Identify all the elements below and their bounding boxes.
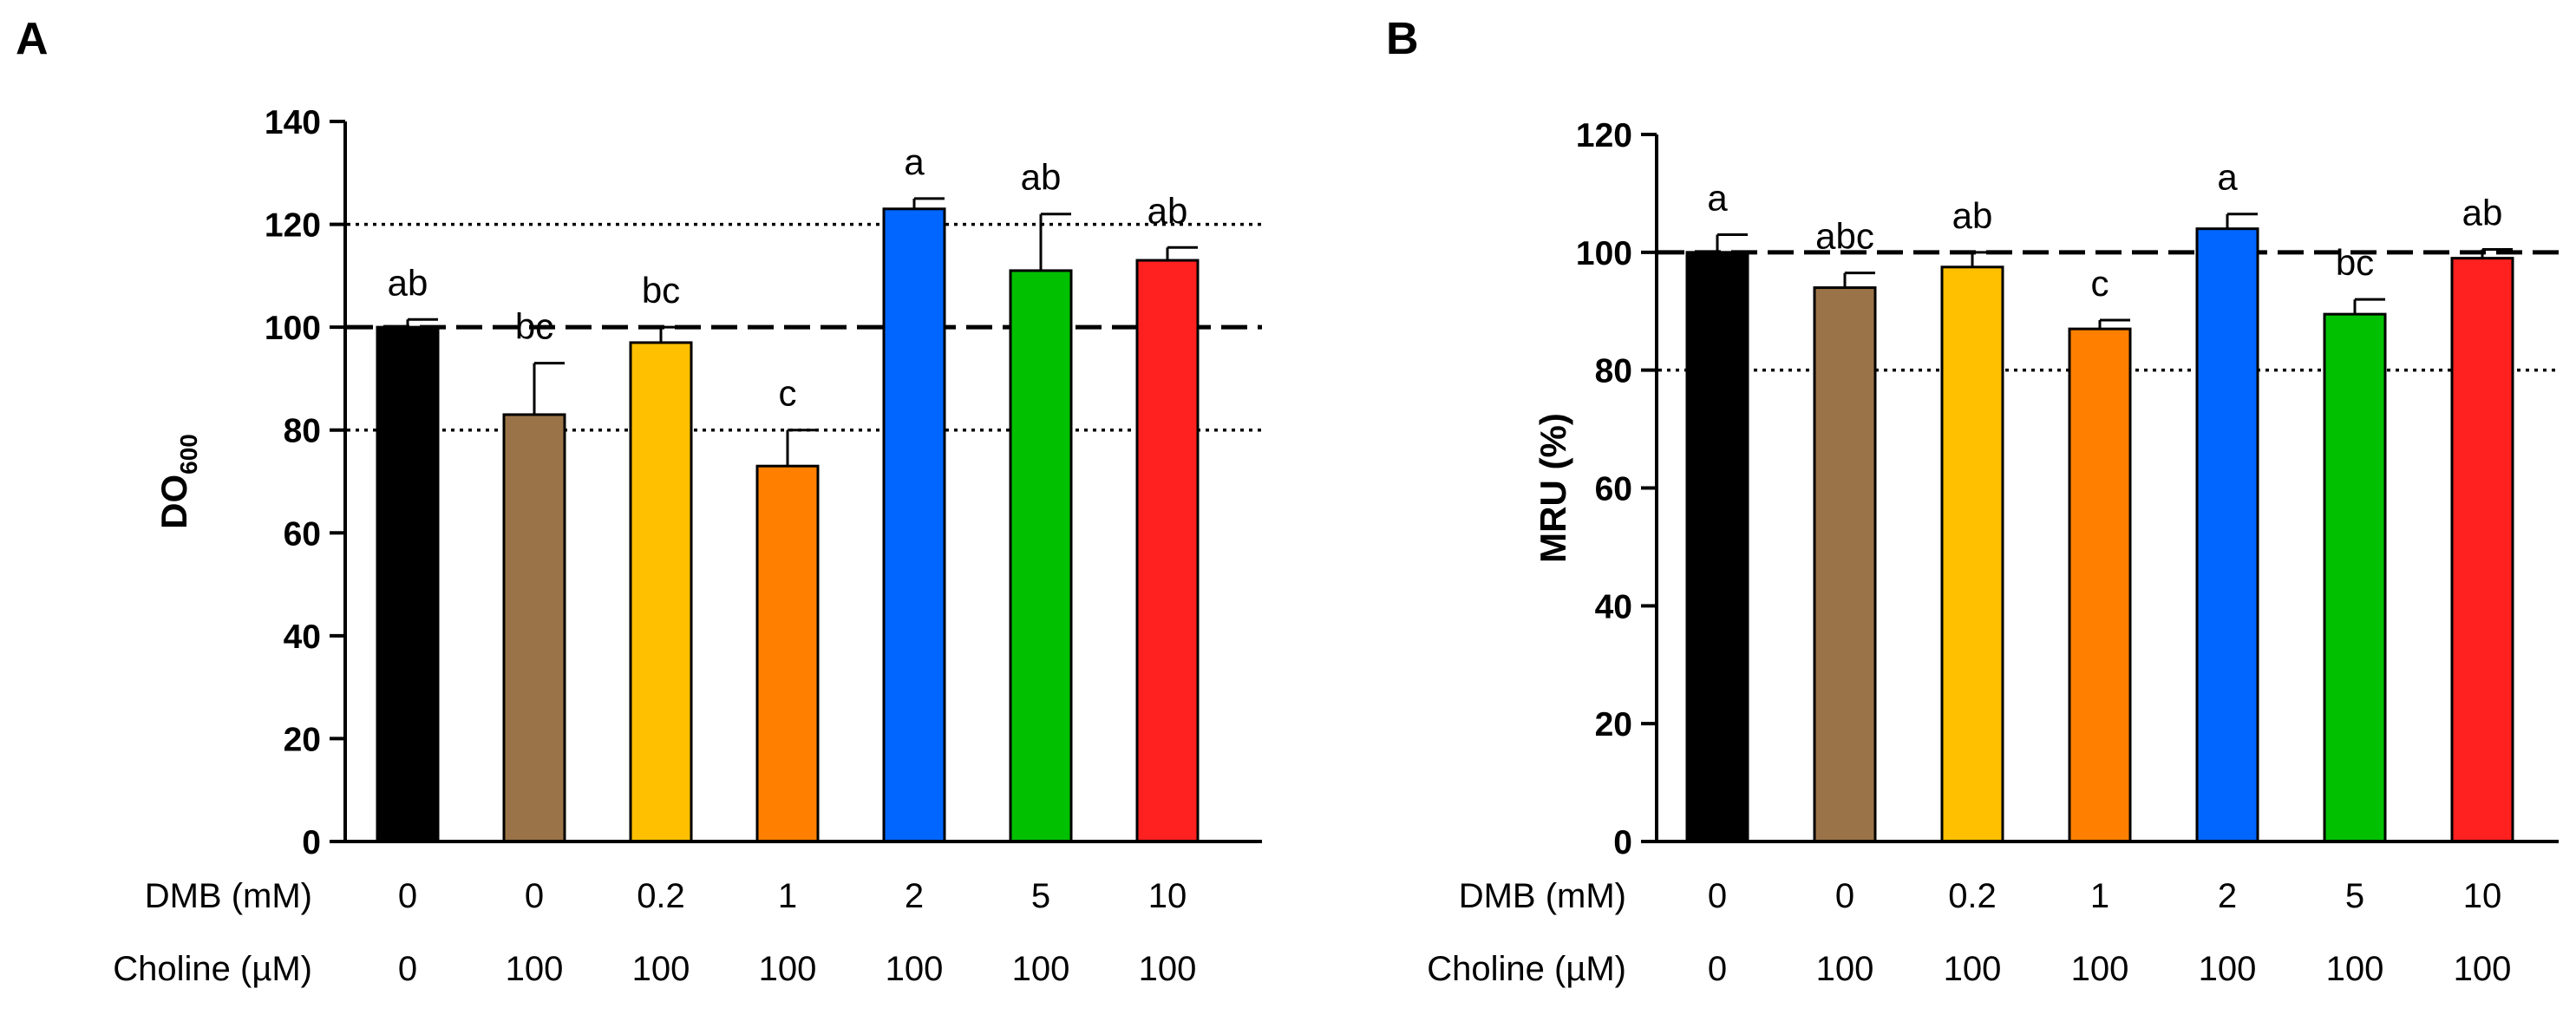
chart-a-y-tick-label: 60 bbox=[284, 515, 321, 553]
chart-a-bar bbox=[755, 464, 820, 843]
chart-b-row-label: Choline (µM) bbox=[1427, 950, 1626, 988]
chart-b-category-value: 100 bbox=[2326, 950, 2384, 988]
chart-b-significance-letter: ab bbox=[2462, 192, 2503, 232]
chart-b-bar bbox=[1685, 251, 1749, 843]
chart-a-y-tick-label: 80 bbox=[284, 413, 321, 450]
chart-b-y-tick-label: 120 bbox=[1576, 117, 1632, 154]
chart-b-category-value: 100 bbox=[1944, 950, 2002, 988]
chart-b-significance-letter: bc bbox=[2336, 242, 2374, 283]
chart-a-significance-letter: ab bbox=[1021, 157, 1062, 198]
chart-b-bar bbox=[2323, 312, 2387, 843]
chart-a-category-value: 0.2 bbox=[637, 877, 685, 915]
chart-b-y-axis-title: MRU (%) bbox=[1533, 413, 1573, 563]
chart-a-row-label: Choline (µM) bbox=[113, 950, 312, 988]
chart-b-category-value: 0 bbox=[1835, 877, 1854, 915]
chart-a-bar bbox=[1009, 269, 1073, 843]
chart-b-category-value: 10 bbox=[2463, 877, 2502, 915]
chart-a-bar bbox=[882, 207, 946, 843]
chart-a-category-value: 0 bbox=[525, 877, 544, 915]
chart-a-y-tick-label: 0 bbox=[302, 824, 321, 861]
chart-a-category-value: 100 bbox=[1139, 950, 1197, 988]
chart-a-significance-letter: bc bbox=[515, 306, 553, 347]
chart-b-bar bbox=[2195, 227, 2259, 843]
chart-a-significance-letter: a bbox=[904, 141, 925, 182]
chart-b-category-value: 5 bbox=[2345, 877, 2364, 915]
chart-a-significance-letter: ab bbox=[388, 262, 428, 303]
chart-a-significance-letter: ab bbox=[1147, 190, 1188, 231]
chart-b-category-value: 2 bbox=[2218, 877, 2237, 915]
chart-a-category-value: 100 bbox=[886, 950, 944, 988]
chart-b-significance-letter: a bbox=[1707, 177, 1728, 218]
chart-a-bar bbox=[629, 341, 693, 843]
chart-b-y-tick-label: 40 bbox=[1595, 588, 1632, 625]
chart-a-y-tick-label: 140 bbox=[265, 104, 321, 141]
chart-a-category-value: 10 bbox=[1148, 877, 1187, 915]
chart-a-category-value: 100 bbox=[506, 950, 564, 988]
chart-b-significance-letter: abc bbox=[1815, 216, 1874, 257]
chart-b-row-label: DMB (mM) bbox=[1459, 877, 1626, 915]
chart-a-y-tick-label: 20 bbox=[284, 721, 321, 758]
chart-a-y-tick-label: 120 bbox=[265, 207, 321, 245]
chart-b-significance-letter: ab bbox=[1952, 195, 1993, 236]
chart-a-bar bbox=[502, 413, 566, 843]
chart-a-y-axis-title: DO600 bbox=[154, 434, 202, 529]
chart-a-significance-letter: c bbox=[779, 373, 797, 414]
chart-a-panel-label: A bbox=[16, 14, 49, 64]
chart-b-significance-letter: a bbox=[2217, 157, 2238, 198]
chart-b-y-tick-label: 0 bbox=[1613, 824, 1632, 861]
chart-a-category-value: 100 bbox=[759, 950, 817, 988]
chart-a-category-value: 0 bbox=[398, 877, 417, 915]
chart-b-category-value: 0.2 bbox=[1948, 877, 1997, 915]
chart-b-category-value: 100 bbox=[2454, 950, 2512, 988]
chart-b-y-tick-label: 80 bbox=[1595, 353, 1632, 390]
chart-b-category-value: 0 bbox=[1708, 950, 1727, 988]
chart-b-category-value: 100 bbox=[2071, 950, 2129, 988]
chart-b-category-value: 1 bbox=[2090, 877, 2109, 915]
chart-b-category-value: 100 bbox=[1816, 950, 1874, 988]
chart-a-bar bbox=[1135, 259, 1200, 843]
chart-b-category-value: 100 bbox=[2199, 950, 2257, 988]
chart-b-panel-label: B bbox=[1386, 14, 1419, 64]
chart-b-bar bbox=[2068, 327, 2132, 843]
chart-a-bar bbox=[376, 325, 440, 843]
chart-b-bar bbox=[2450, 257, 2514, 843]
chart-a-category-value: 100 bbox=[632, 950, 690, 988]
chart-b-y-tick-label: 100 bbox=[1576, 235, 1632, 272]
chart-b-category-value: 0 bbox=[1708, 877, 1727, 915]
chart-a-row-label: DMB (mM) bbox=[145, 877, 312, 915]
chart-a-category-value: 5 bbox=[1031, 877, 1050, 915]
chart-a-y-tick-label: 100 bbox=[265, 310, 321, 347]
chart-a-category-value: 1 bbox=[778, 877, 797, 915]
chart-b-significance-letter: c bbox=[2091, 263, 2109, 304]
chart-b-y-tick-label: 60 bbox=[1595, 471, 1632, 508]
chart-a-category-value: 0 bbox=[398, 950, 417, 988]
chart-b-bar bbox=[1813, 286, 1877, 843]
chart-a-category-value: 2 bbox=[905, 877, 924, 915]
chart-a-category-value: 100 bbox=[1012, 950, 1070, 988]
chart-b-y-tick-label: 20 bbox=[1595, 706, 1632, 743]
chart-a-significance-letter: bc bbox=[642, 270, 680, 311]
chart-a-y-tick-label: 40 bbox=[284, 619, 321, 656]
chart-b-bar bbox=[1940, 265, 2004, 843]
